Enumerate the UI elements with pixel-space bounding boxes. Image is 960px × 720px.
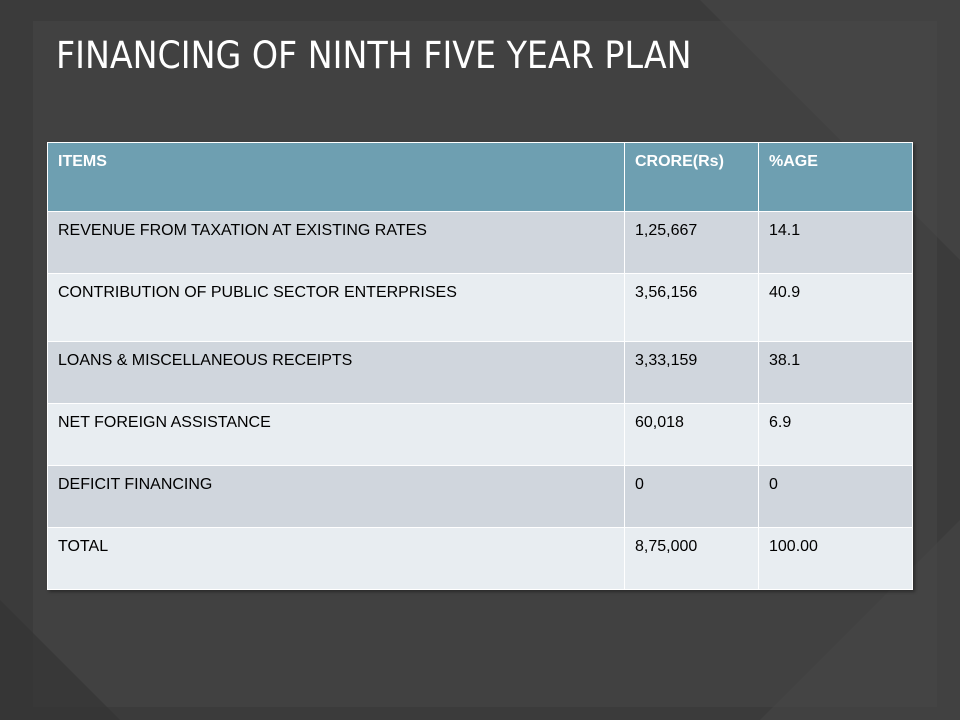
header-items: ITEMS [47, 142, 625, 212]
row-item: REVENUE FROM TAXATION AT EXISTING RATES [47, 211, 625, 274]
row-percentage: 14.1 [758, 211, 913, 274]
row-percentage: 40.9 [758, 273, 913, 342]
row-item: NET FOREIGN ASSISTANCE [47, 403, 625, 466]
row-crore: 3,33,159 [624, 341, 759, 404]
financing-table: ITEMS CRORE(Rs) %AGE REVENUE FROM TAXATI… [47, 142, 913, 590]
row-item: CONTRIBUTION OF PUBLIC SECTOR ENTERPRISE… [47, 273, 625, 342]
table-header-row: ITEMS CRORE(Rs) %AGE [47, 142, 913, 212]
row-crore: 0 [624, 465, 759, 528]
row-percentage: 6.9 [758, 403, 913, 466]
row-crore: 3,56,156 [624, 273, 759, 342]
header-crore: CRORE(Rs) [624, 142, 759, 212]
row-crore: 8,75,000 [624, 527, 759, 590]
row-crore: 1,25,667 [624, 211, 759, 274]
row-item: LOANS & MISCELLANEOUS RECEIPTS [47, 341, 625, 404]
row-percentage: 38.1 [758, 341, 913, 404]
row-percentage: 100.00 [758, 527, 913, 590]
header-percentage: %AGE [758, 142, 913, 212]
table-row: NET FOREIGN ASSISTANCE 60,018 6.9 [47, 403, 913, 466]
row-crore: 60,018 [624, 403, 759, 466]
table-row: CONTRIBUTION OF PUBLIC SECTOR ENTERPRISE… [47, 273, 913, 342]
table-row: DEFICIT FINANCING 0 0 [47, 465, 913, 528]
table-row: REVENUE FROM TAXATION AT EXISTING RATES … [47, 211, 913, 274]
row-percentage: 0 [758, 465, 913, 528]
row-item: DEFICIT FINANCING [47, 465, 625, 528]
table-row: LOANS & MISCELLANEOUS RECEIPTS 3,33,159 … [47, 341, 913, 404]
slide-title: FINANCING OF NINTH FIVE YEAR PLAN [56, 34, 692, 77]
row-item: TOTAL [47, 527, 625, 590]
table-row: TOTAL 8,75,000 100.00 [47, 527, 913, 590]
